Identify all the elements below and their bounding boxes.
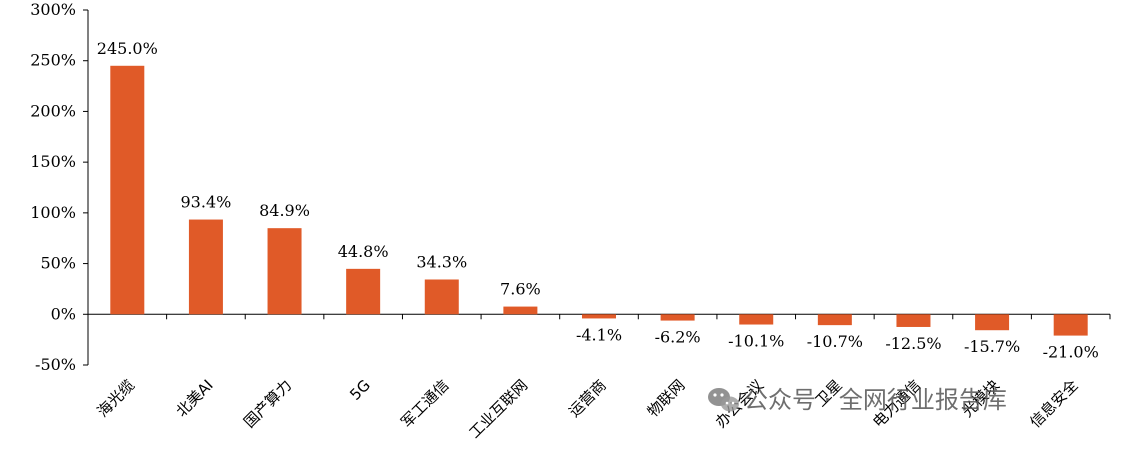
category-label: 信息安全: [1026, 376, 1081, 431]
data-label: -21.0%: [1043, 343, 1099, 362]
category-label: 军工通信: [397, 376, 452, 431]
category-label: 北美AI: [172, 376, 216, 420]
bar: [582, 314, 616, 319]
data-label: 34.3%: [416, 252, 467, 271]
y-axis: 300% 250% 200% 150% 100% 50% 0% -50%: [30, 0, 1111, 374]
bars: [110, 65, 1088, 336]
category-label: 国产算力: [240, 376, 295, 431]
data-label: -4.1%: [576, 325, 622, 344]
bar: [1053, 314, 1088, 336]
data-label: -12.5%: [885, 334, 941, 353]
data-label: -10.7%: [807, 332, 863, 351]
bar: [660, 314, 695, 321]
wechat-icon: [708, 388, 739, 412]
watermark-text: 公众号 · 全网行业报告库: [744, 386, 1007, 414]
bar: [424, 279, 459, 315]
watermark: 公众号 · 全网行业报告库: [708, 386, 1007, 414]
data-label: 84.9%: [259, 201, 310, 220]
data-label: -10.1%: [728, 332, 784, 351]
y-tick-label: 250%: [30, 51, 76, 70]
y-tick-label: 50%: [40, 254, 76, 273]
bar: [975, 314, 1010, 331]
bar: [188, 219, 223, 315]
category-label: 工业互联网: [465, 376, 531, 442]
data-labels: 245.0% 93.4% 84.9% 44.8% 34.3% 7.6% -4.1% -6.2%…: [97, 39, 1099, 362]
y-tick-label: -50%: [35, 355, 76, 374]
y-tick-label: 200%: [30, 101, 76, 120]
bar: [739, 314, 774, 325]
data-label: -15.7%: [964, 337, 1020, 356]
data-label: 245.0%: [97, 39, 158, 58]
bar: [110, 65, 145, 315]
data-label: -6.2%: [655, 328, 701, 347]
y-tick-label: 100%: [30, 203, 76, 222]
bar: [896, 314, 931, 327]
data-label: 7.6%: [500, 280, 541, 299]
category-label: 运营商: [565, 376, 610, 421]
bar: [267, 228, 302, 315]
bar: [817, 314, 852, 326]
bar: [346, 268, 381, 315]
y-tick-label: 0%: [51, 304, 76, 323]
y-tick-label: 150%: [30, 152, 76, 171]
y-tick-label: 300%: [30, 0, 76, 19]
data-label: 93.4%: [181, 193, 232, 212]
data-label: 44.8%: [338, 242, 389, 261]
category-label: 海光缆: [94, 376, 139, 421]
category-label: 5G: [346, 376, 374, 404]
category-label: 物联网: [644, 376, 689, 421]
bar: [503, 306, 538, 315]
